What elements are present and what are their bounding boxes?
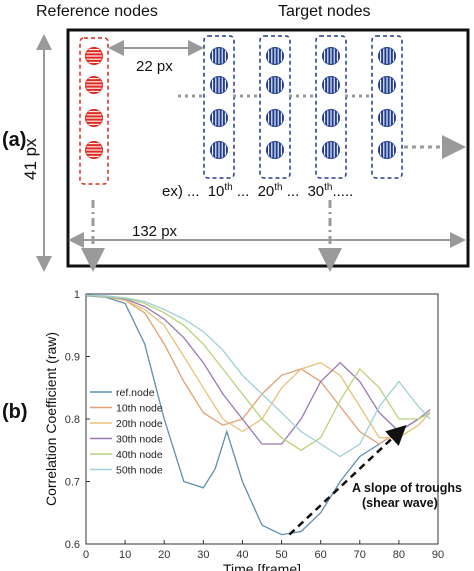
y-axis-label: Correlation Coefficient (raw) <box>43 332 59 506</box>
target-node-group <box>203 35 403 179</box>
width-dimension-label: 132 px <box>132 223 178 240</box>
target-node <box>378 141 396 159</box>
reference-node <box>85 141 103 159</box>
series-line <box>85 294 431 439</box>
legend-entry: 50th node <box>116 465 163 477</box>
spacing-dimension-label: 22 px <box>136 58 173 75</box>
reference-node <box>85 109 103 127</box>
target-node <box>322 109 340 127</box>
image-frame <box>66 28 470 268</box>
height-dimension-label: 41 px <box>21 138 40 180</box>
reference-node <box>85 47 103 65</box>
target-column-box <box>259 35 291 179</box>
trough-slope-arrow <box>288 424 407 536</box>
legend-entry: 40th node <box>116 449 163 461</box>
y-tick-label: 1 <box>74 289 80 301</box>
x-tick-label: 20 <box>158 549 170 561</box>
target-node <box>210 47 228 65</box>
legend-entry: 30th node <box>116 434 163 446</box>
node-example-label: ex) ... 10th ... 20th ... 30th..... <box>162 182 353 200</box>
target-node <box>378 76 396 94</box>
target-node <box>266 109 284 127</box>
x-tick-label: 90 <box>432 549 444 561</box>
target-node <box>378 47 396 65</box>
x-tick-label: 10 <box>119 549 131 561</box>
x-tick-label: 40 <box>236 549 248 561</box>
target-node <box>378 109 396 127</box>
x-tick-label: 80 <box>393 549 405 561</box>
node-layout-diagram: Reference nodes Target nodes (a) 41 px 2… <box>2 3 470 272</box>
panel-b-label: (b) <box>2 401 28 423</box>
x-tick-label: 30 <box>197 549 209 561</box>
reference-nodes-header: Reference nodes <box>36 3 158 20</box>
y-tick-label: 0.6 <box>65 539 80 551</box>
x-tick-label: 60 <box>315 549 327 561</box>
target-node <box>322 141 340 159</box>
target-node <box>322 47 340 65</box>
y-tick-label: 0.9 <box>65 352 80 364</box>
target-node <box>210 76 228 94</box>
x-tick-label: 70 <box>354 549 366 561</box>
target-node <box>210 109 228 127</box>
target-node <box>322 76 340 94</box>
legend: ref.node 10th node 20th node 30th node 40th … <box>90 387 163 477</box>
y-tick-label: 0.7 <box>65 477 80 489</box>
series-line <box>85 295 431 536</box>
series-line <box>85 294 431 458</box>
target-node <box>266 141 284 159</box>
target-column-box <box>371 35 403 179</box>
legend-entry: 10th node <box>116 403 163 415</box>
target-node <box>210 141 228 159</box>
x-axis-label: Time [frame] <box>223 561 301 571</box>
target-node <box>266 47 284 65</box>
target-column-box <box>315 35 347 179</box>
annotation-line-2: (shear wave) <box>362 496 438 510</box>
target-nodes-header: Target nodes <box>278 3 371 20</box>
panel-a-label: (a) <box>2 129 26 151</box>
legend-entry: ref.node <box>116 387 155 399</box>
x-tick-label: 0 <box>83 549 89 561</box>
series-line <box>85 294 431 445</box>
y-tick-label: 0.8 <box>65 414 80 426</box>
reference-node-group <box>85 47 103 159</box>
correlation-chart: (b) 0 10 20 30 40 50 60 70 80 90 0.6 0.7 0.8 0.9 1 Time… <box>2 289 462 571</box>
legend-entry: 20th node <box>116 418 163 430</box>
target-node <box>266 76 284 94</box>
target-column-box <box>203 35 235 179</box>
x-tick-label: 50 <box>275 549 287 561</box>
series-line <box>85 294 431 452</box>
annotation-line-1: A slope of troughs <box>352 481 462 495</box>
reference-nodes-box <box>79 37 109 185</box>
reference-node <box>85 76 103 94</box>
